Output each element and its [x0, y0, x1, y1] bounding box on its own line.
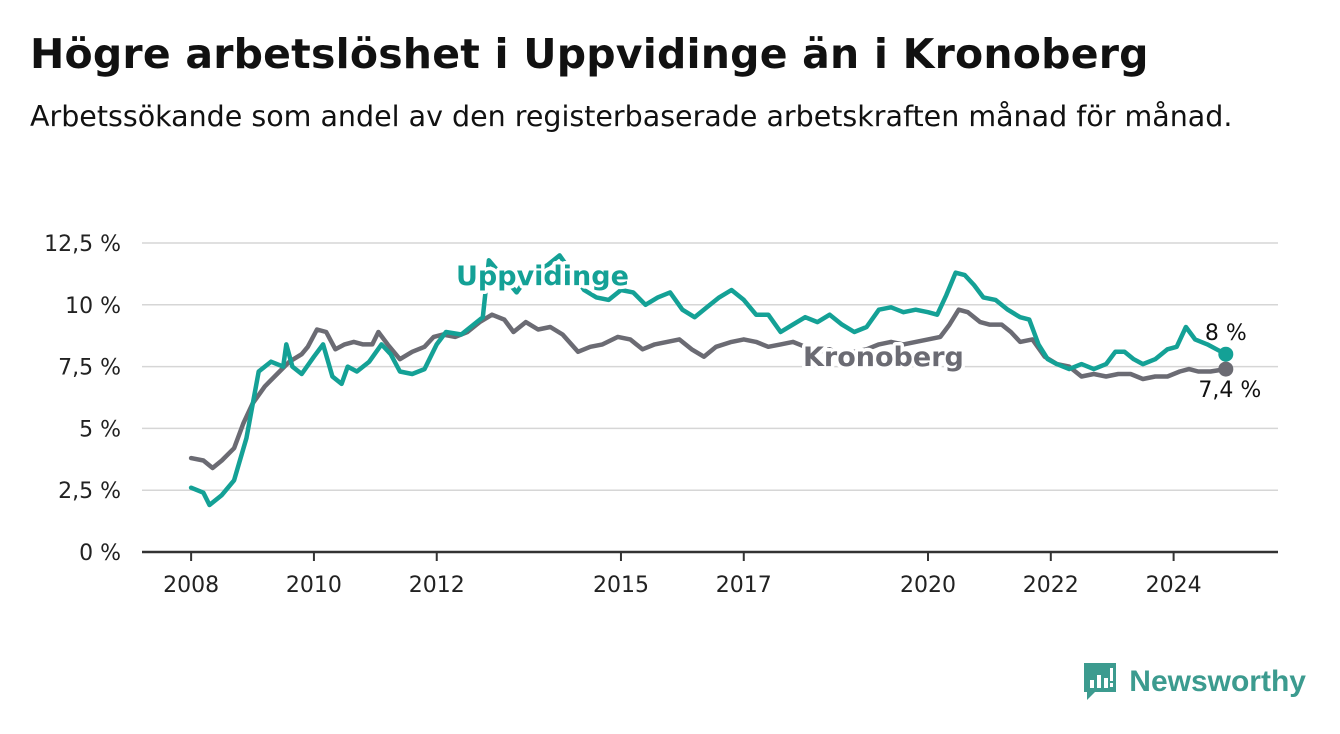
y-tick-label: 12,5 % [44, 232, 121, 257]
brand-name: Newsworthy [1129, 665, 1306, 698]
y-tick-label: 2,5 % [58, 479, 121, 504]
x-tick-label: 2017 [716, 573, 772, 598]
x-tick-label: 2022 [1023, 573, 1079, 598]
x-tick-label: 2010 [286, 573, 342, 598]
chart-title: Högre arbetslöshet i Uppvidinge än i Kro… [30, 30, 1149, 78]
y-tick-label: 10 % [65, 294, 121, 319]
newsworthy-logo: Newsworthy [1081, 660, 1306, 704]
x-tick-label: 2012 [409, 573, 465, 598]
kronoberg-end-dot [1218, 361, 1234, 377]
kronoberg-series-label: Kronoberg [803, 342, 964, 373]
uppvidinge-line [188, 253, 1229, 508]
y-tick-label: 0 % [79, 541, 121, 566]
series-lines [188, 253, 1234, 508]
series-labels: Uppvidinge Kronoberg 8 % 7,4 % [453, 258, 1262, 404]
x-tick-label: 2015 [593, 573, 649, 598]
grid-lines [142, 242, 1278, 491]
bar-chart-logo-icon [1084, 663, 1117, 700]
x-tick-label: 2008 [163, 573, 219, 598]
x-tick-label: 2020 [900, 573, 956, 598]
x-axis: 2008 2010 2012 2015 2017 2020 2022 2024 [142, 550, 1278, 598]
kronoberg-line [188, 307, 1229, 471]
y-axis: 0 % 2,5 % 5 % 7,5 % 10 % 12,5 % [44, 232, 121, 566]
uppvidinge-series-label: Uppvidinge [456, 261, 629, 292]
y-tick-label: 7,5 % [58, 356, 121, 381]
x-tick-label: 2024 [1146, 573, 1202, 598]
kronoberg-end-label: 7,4 % [1198, 378, 1261, 403]
uppvidinge-end-dot [1218, 346, 1234, 362]
uppvidinge-end-label: 8 % [1205, 321, 1247, 346]
chart-subtitle: Arbetssökande som andel av den registerb… [30, 100, 1233, 133]
y-tick-label: 5 % [79, 417, 121, 442]
